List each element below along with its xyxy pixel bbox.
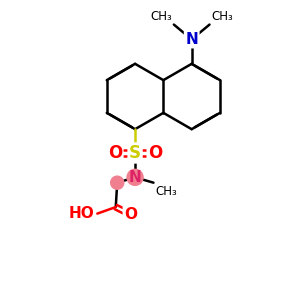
Text: S: S: [129, 144, 141, 162]
Text: N: N: [185, 32, 198, 47]
Text: N: N: [129, 170, 141, 185]
Text: HO: HO: [69, 206, 94, 221]
Text: CH₃: CH₃: [156, 185, 178, 198]
Circle shape: [111, 176, 124, 189]
Text: O: O: [148, 144, 162, 162]
Circle shape: [127, 169, 143, 185]
Text: CH₃: CH₃: [211, 10, 233, 23]
Text: O: O: [108, 144, 122, 162]
Text: O: O: [124, 207, 137, 222]
Text: CH₃: CH₃: [151, 10, 172, 23]
